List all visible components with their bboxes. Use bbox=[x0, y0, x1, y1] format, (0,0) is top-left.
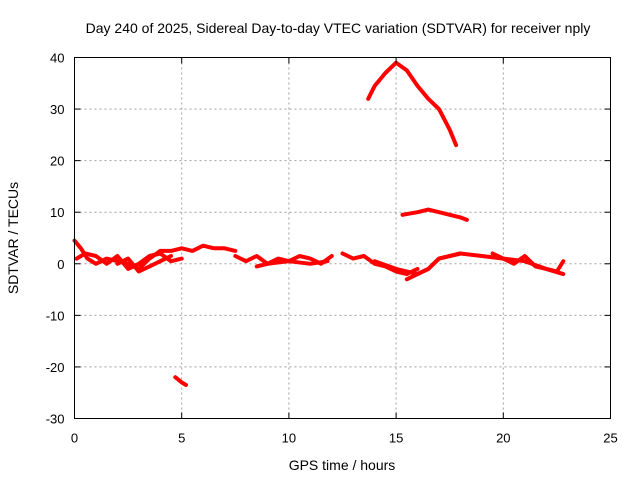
chart-title: Day 240 of 2025, Sidereal Day-to-day VTE… bbox=[86, 20, 591, 36]
y-tick-label: -30 bbox=[46, 412, 65, 427]
series-track-i bbox=[490, 251, 566, 274]
y-tick-label: 20 bbox=[50, 154, 64, 169]
x-tick-label: 15 bbox=[389, 431, 403, 446]
y-tick-label: 0 bbox=[57, 257, 64, 272]
series-track-b bbox=[74, 251, 184, 271]
series-track-l bbox=[173, 375, 188, 387]
series-track-k bbox=[400, 207, 469, 222]
x-axis-title: GPS time / hours bbox=[289, 457, 396, 473]
x-tick-label: 10 bbox=[282, 431, 296, 446]
y-tick-label: 10 bbox=[50, 205, 64, 220]
y-tick-label: -20 bbox=[46, 360, 65, 375]
plot-frame bbox=[74, 57, 611, 419]
x-tick-label: 20 bbox=[496, 431, 510, 446]
x-tick-label: 5 bbox=[178, 431, 185, 446]
series-track-c bbox=[115, 254, 173, 274]
series-track-j bbox=[366, 60, 459, 148]
series-track-h bbox=[404, 251, 463, 282]
y-tick-label: 40 bbox=[50, 51, 64, 66]
series-track-a bbox=[72, 238, 238, 271]
y-axis-title: SDTVAR / TECUs bbox=[5, 182, 21, 294]
series-track-e bbox=[254, 259, 330, 269]
y-tick-label: 30 bbox=[50, 102, 64, 117]
series-layer bbox=[72, 60, 566, 387]
grid-layer bbox=[74, 57, 611, 419]
tick-layer: 0 5 10 15 20 25 -30 -20 -10 0 10 20 30 40 bbox=[46, 51, 618, 446]
x-tick-label: 25 bbox=[603, 431, 617, 446]
x-tick-label: 0 bbox=[71, 431, 78, 446]
y-tick-label: -10 bbox=[46, 308, 65, 323]
